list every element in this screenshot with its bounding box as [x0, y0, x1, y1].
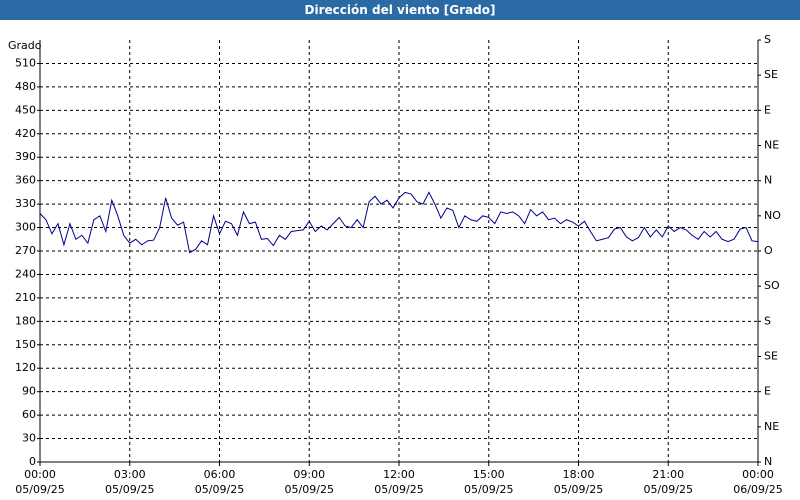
y2-tick-label: S — [764, 33, 771, 46]
y2-tick-label: E — [764, 385, 771, 398]
y-tick-label: 180 — [15, 314, 36, 327]
y2-tick-label: E — [764, 103, 771, 116]
y-tick-label: 480 — [15, 80, 36, 93]
y-tick-label: 270 — [15, 244, 36, 257]
y-tick-label: 510 — [15, 56, 36, 69]
y2-tick-label: NE — [764, 139, 779, 152]
y-tick-label: 420 — [15, 127, 36, 140]
y-tick-label: 0 — [29, 455, 36, 468]
x-tick-label: 09:00 05/09/25 — [284, 468, 334, 496]
y-tick-label: 300 — [15, 221, 36, 234]
x-tick-label: 00:00 06/09/25 — [733, 468, 783, 496]
y-tick-label: 210 — [15, 291, 36, 304]
y-tick-label: 450 — [15, 103, 36, 116]
y-axis-label: Grado — [8, 39, 42, 52]
y2-tick-label: N — [764, 174, 772, 187]
y2-tick-label: S — [764, 314, 771, 327]
y-tick-label: 390 — [15, 150, 36, 163]
x-tick-label: 12:00 05/09/25 — [374, 468, 424, 496]
x-tick-label: 00:00 05/09/25 — [15, 468, 65, 496]
y2-tick-label: O — [764, 244, 773, 257]
y-tick-label: 240 — [15, 267, 36, 280]
y2-tick-label: NE — [764, 420, 779, 433]
data-line — [39, 191, 759, 254]
y2-tick-label: SO — [764, 279, 780, 292]
y-tick-label: 30 — [22, 432, 36, 445]
y-tick-label: 360 — [15, 174, 36, 187]
y-tick-label: 90 — [22, 385, 36, 398]
y-tick-label: 330 — [15, 197, 36, 210]
x-tick-label: 06:00 05/09/25 — [194, 468, 245, 496]
y-tick-label: 150 — [15, 338, 36, 351]
y2-tick-label: N — [764, 455, 772, 468]
chart-title: Dirección del viento [Grado] — [0, 0, 800, 20]
y2-tick-label: SE — [764, 68, 778, 81]
x-tick-label: 21:00 05/09/25 — [643, 468, 693, 496]
x-tick-label: 03:00 05/09/25 — [105, 468, 155, 496]
y2-tick-label: NO — [764, 209, 781, 222]
x-tick-label: 15:00 05/09/25 — [464, 468, 514, 496]
y-tick-label: 120 — [15, 361, 36, 374]
y2-tick-label: SE — [764, 350, 778, 363]
y-tick-label: 60 — [22, 408, 36, 421]
x-tick-label: 18:00 05/09/25 — [553, 468, 604, 496]
